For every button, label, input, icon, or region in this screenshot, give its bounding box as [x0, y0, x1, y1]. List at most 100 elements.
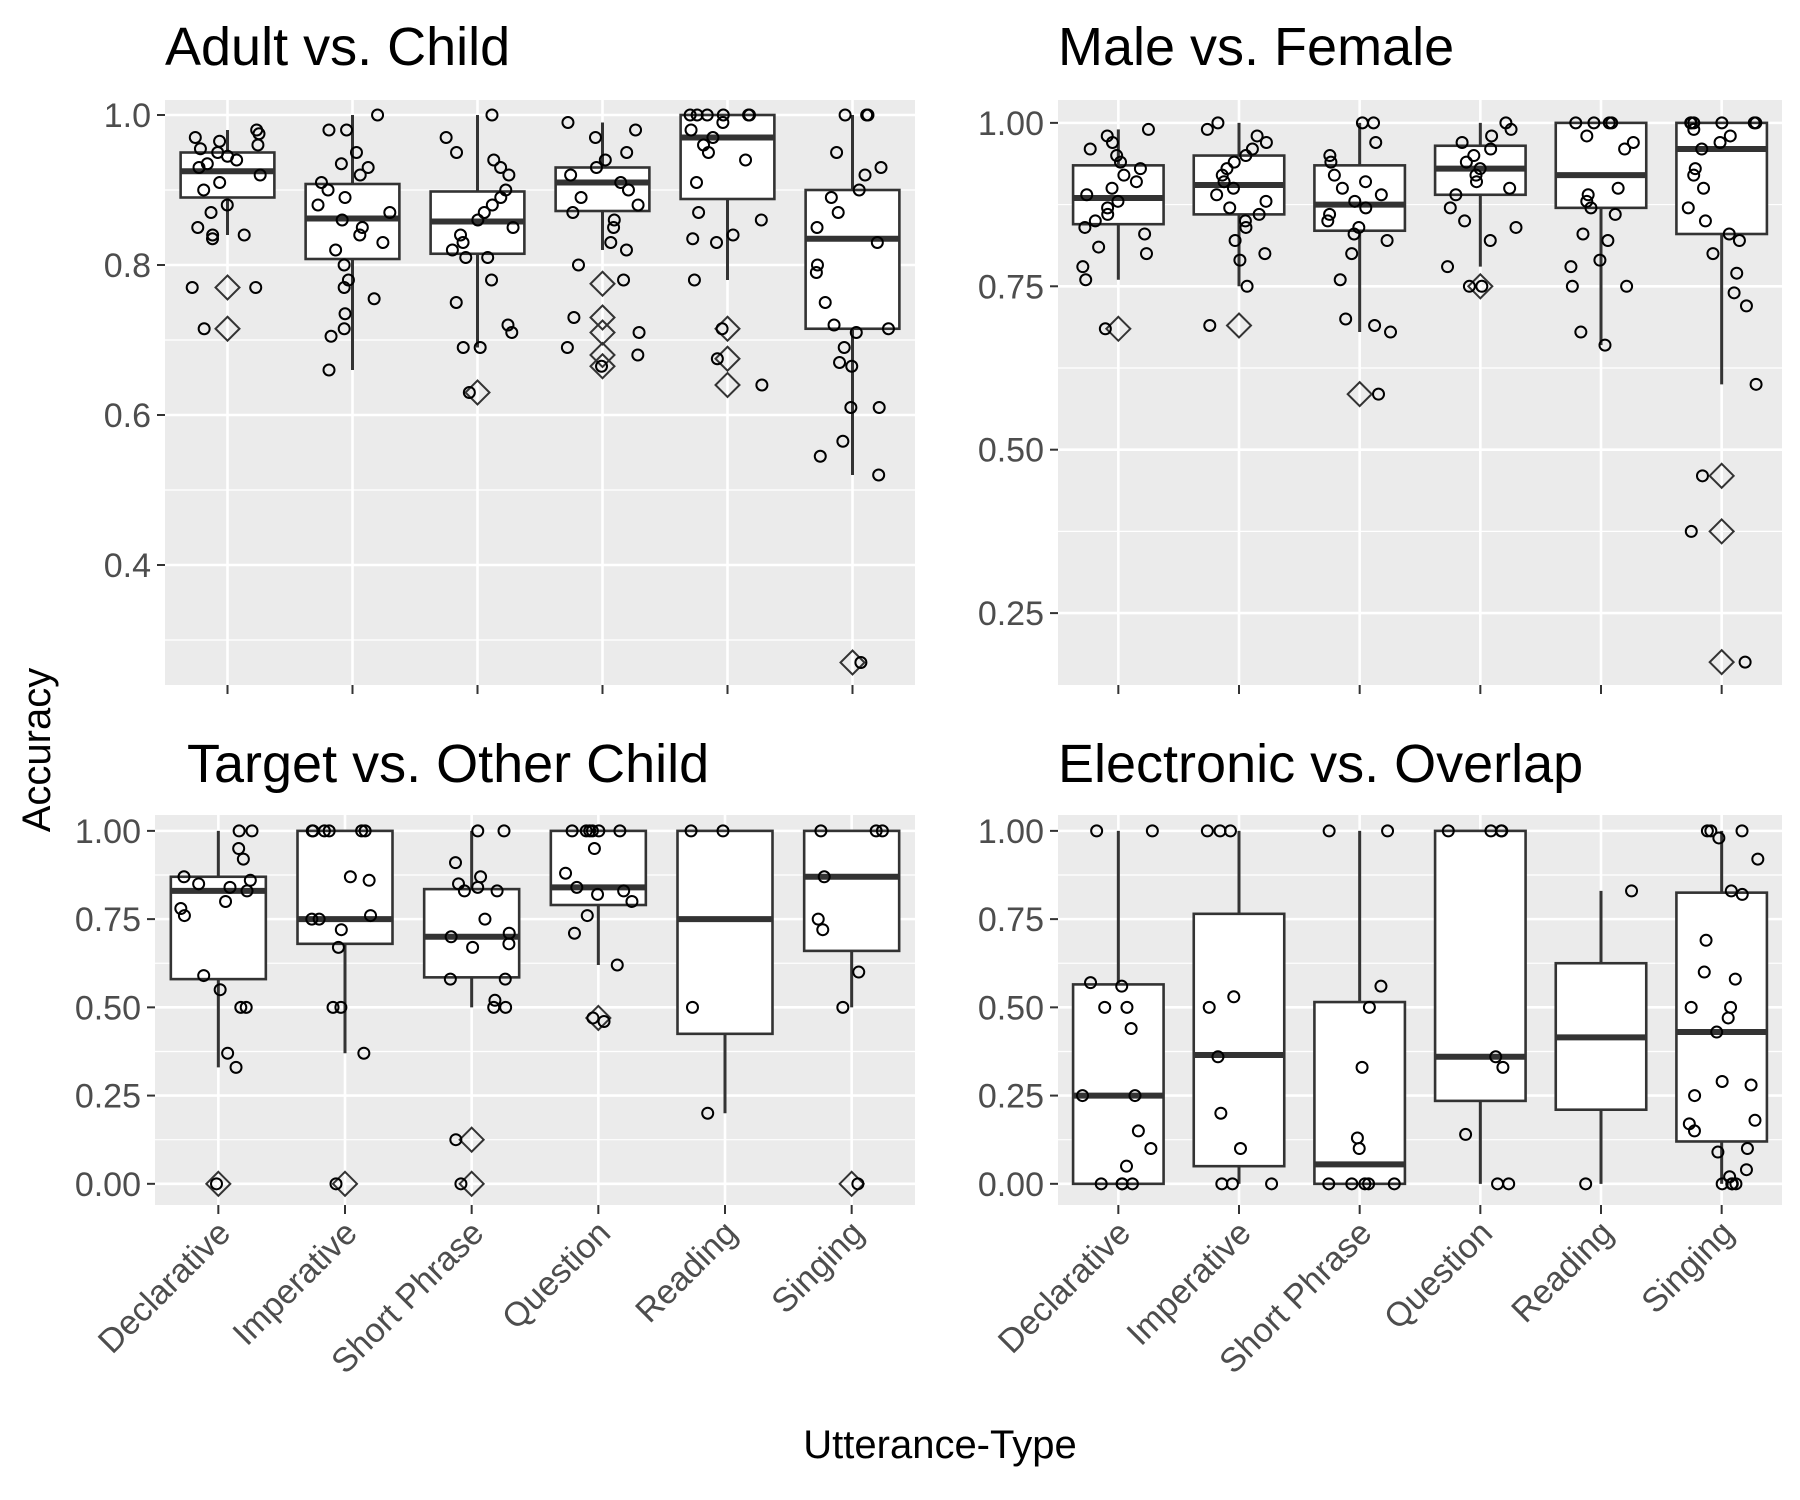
- data-point: [505, 326, 519, 339]
- data-point: [1115, 1177, 1129, 1191]
- data-point: [701, 1106, 715, 1120]
- data-point: [851, 1177, 865, 1191]
- data-point: [1620, 279, 1634, 293]
- data-point: [1348, 194, 1362, 208]
- data-point: [1374, 188, 1388, 202]
- data-point: [1564, 260, 1578, 274]
- data-point: [818, 296, 832, 309]
- data-point: [614, 176, 628, 189]
- data-point: [686, 232, 700, 246]
- data-point: [312, 912, 326, 926]
- data-point: [1504, 122, 1518, 136]
- data-point: [1210, 188, 1224, 202]
- data-point: [1203, 319, 1217, 333]
- data-point: [831, 206, 845, 219]
- data-point: [1580, 194, 1594, 208]
- data-point: [383, 206, 397, 219]
- data-point: [358, 824, 372, 838]
- data-point: [334, 157, 348, 171]
- outlier-marker: [589, 341, 616, 369]
- data-point: [324, 329, 338, 343]
- data-point: [632, 326, 646, 339]
- data-point: [481, 251, 495, 264]
- data-point: [1355, 1060, 1369, 1074]
- data-point: [1496, 1060, 1510, 1074]
- data-point: [1732, 234, 1746, 248]
- data-point: [1721, 1011, 1735, 1025]
- box-reading: [679, 113, 776, 399]
- box-body: [1675, 121, 1769, 236]
- data-point: [591, 887, 605, 901]
- data-point: [1322, 824, 1336, 838]
- data-point: [852, 183, 866, 197]
- data-point: [1459, 155, 1473, 169]
- data-point: [571, 258, 585, 272]
- data-point: [232, 842, 246, 856]
- data-point: [1608, 207, 1622, 221]
- data-point: [1584, 201, 1598, 215]
- outlier-marker: [589, 270, 616, 298]
- data-point: [1576, 227, 1590, 241]
- data-point: [1698, 214, 1712, 228]
- data-point: [473, 341, 487, 354]
- data-point: [1227, 990, 1241, 1004]
- data-point: [1697, 965, 1711, 979]
- data-point: [223, 880, 237, 894]
- data-point: [692, 206, 706, 219]
- data-point: [1233, 1142, 1247, 1156]
- data-point: [1711, 1145, 1725, 1159]
- data-point: [716, 116, 730, 129]
- data-point: [844, 401, 858, 414]
- data-point: [497, 824, 511, 838]
- data-point: [357, 1046, 371, 1060]
- box-body: [1071, 983, 1165, 1186]
- data-point: [1687, 168, 1701, 182]
- data-point: [838, 108, 852, 122]
- data-point: [1484, 142, 1498, 156]
- data-point: [444, 930, 458, 944]
- data-point: [174, 902, 188, 916]
- data-point: [1441, 824, 1455, 838]
- data-point: [1098, 322, 1112, 336]
- data-point: [1712, 831, 1726, 845]
- box-body: [1313, 1000, 1407, 1186]
- data-point: [870, 236, 884, 249]
- data-point: [1368, 319, 1382, 333]
- data-point: [1101, 201, 1115, 215]
- y-tick-label: 0.25: [978, 595, 1044, 633]
- y-tick-label: 1.00: [978, 105, 1044, 143]
- data-point: [1700, 824, 1714, 838]
- data-point: [1369, 135, 1383, 149]
- data-point: [1211, 1050, 1225, 1064]
- data-point: [817, 870, 831, 884]
- data-point: [564, 168, 578, 182]
- data-point: [1713, 135, 1727, 149]
- data-point: [617, 884, 631, 898]
- data-point: [1105, 181, 1119, 195]
- data-point: [1233, 253, 1247, 267]
- data-point: [592, 824, 606, 838]
- data-point: [1240, 279, 1254, 293]
- data-point: [589, 161, 603, 174]
- data-point: [1083, 142, 1097, 156]
- data-point: [322, 123, 336, 137]
- data-point: [1739, 299, 1753, 313]
- box-body: [1192, 912, 1286, 1168]
- y-tick-label: 0.00: [978, 1166, 1044, 1204]
- data-point: [598, 153, 612, 167]
- data-point: [449, 296, 463, 309]
- data-point: [810, 258, 824, 272]
- data-point: [1469, 168, 1483, 182]
- data-point: [1730, 266, 1744, 280]
- data-point: [459, 251, 473, 264]
- data-point: [240, 884, 254, 898]
- data-point: [197, 969, 211, 983]
- data-point: [1215, 1177, 1229, 1191]
- outlier-marker: [214, 274, 241, 301]
- data-point: [1372, 387, 1386, 401]
- data-point: [1509, 220, 1523, 234]
- box-short-phrase: [429, 115, 526, 406]
- data-point: [1217, 175, 1231, 189]
- data-point: [253, 168, 267, 182]
